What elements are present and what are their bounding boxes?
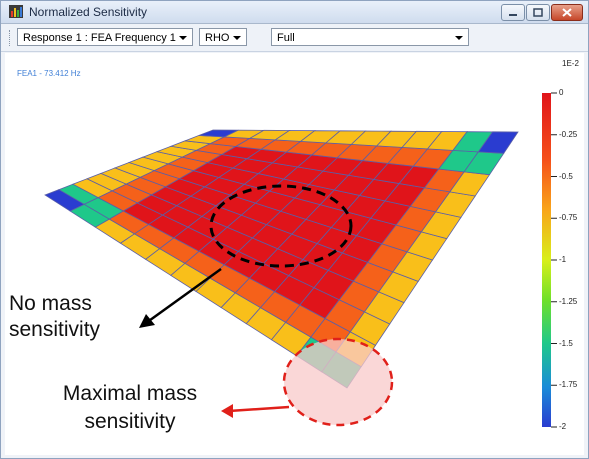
colorbar-tick-label: -1 xyxy=(559,255,567,264)
mesh-element xyxy=(477,131,519,154)
maximal-mass-callout: Maximal mass sensitivity xyxy=(37,380,223,436)
chevron-down-icon xyxy=(233,36,241,40)
colorbar-tick-label: -0.5 xyxy=(559,171,573,181)
close-button[interactable] xyxy=(551,4,583,21)
no-mass-callout: No mass sensitivity xyxy=(9,291,100,343)
colorbar-tick-label: -2 xyxy=(559,422,567,431)
maximal-line-1: Maximal mass xyxy=(62,382,198,405)
parameter-select-value: RHO xyxy=(205,32,230,44)
colorbar-tick-label: -0.25 xyxy=(559,129,578,139)
max-sensitivity-ellipse xyxy=(282,337,394,427)
chevron-down-icon xyxy=(179,36,187,40)
maximize-icon xyxy=(533,8,543,17)
red-arrow-line xyxy=(228,405,290,413)
no-mass-line-2: sensitivity xyxy=(9,318,101,341)
chart-app-icon xyxy=(9,5,23,18)
response-select[interactable]: Response 1 : FEA Frequency 1 xyxy=(17,28,193,46)
maximal-line-2: sensitivity xyxy=(84,410,176,433)
minimize-icon xyxy=(509,14,517,16)
colorbar-unit: 1E-2 xyxy=(562,59,579,68)
colorbar-tick-label: 0 xyxy=(559,88,564,97)
close-icon xyxy=(562,8,572,17)
maximize-button[interactable] xyxy=(526,4,550,21)
colorbar-tick-label: -1.25 xyxy=(559,296,578,306)
colorbar-tick-label: -1.5 xyxy=(559,338,573,348)
window-title: Normalized Sensitivity xyxy=(29,5,148,19)
display-select-value: Full xyxy=(277,32,295,44)
no-sensitivity-ellipse xyxy=(209,184,353,268)
no-mass-line-1: No mass xyxy=(9,292,92,315)
colorbar-gradient xyxy=(542,93,551,427)
toolbar-grip-icon[interactable] xyxy=(9,30,13,46)
title-bar[interactable]: Normalized Sensitivity xyxy=(1,1,588,24)
frequency-label: FEA1 - 73.412 Hz xyxy=(17,69,81,78)
response-select-value: Response 1 : FEA Frequency 1 xyxy=(23,32,176,44)
chevron-down-icon xyxy=(455,36,463,40)
display-select[interactable]: Full xyxy=(271,28,469,46)
colorbar-tick-label: -0.75 xyxy=(559,213,578,223)
parameter-select[interactable]: RHO xyxy=(199,28,247,46)
red-arrow-head-icon xyxy=(221,404,233,418)
black-arrow-head-icon xyxy=(139,314,155,328)
black-arrow-line xyxy=(145,267,222,325)
colorbar-tick-label: -1.75 xyxy=(559,380,578,390)
colorbar-ticks xyxy=(551,92,557,428)
minimize-button[interactable] xyxy=(501,4,525,21)
sensitivity-mesh xyxy=(44,129,519,389)
toolbar: Response 1 : FEA Frequency 1 RHO Full xyxy=(1,24,588,52)
